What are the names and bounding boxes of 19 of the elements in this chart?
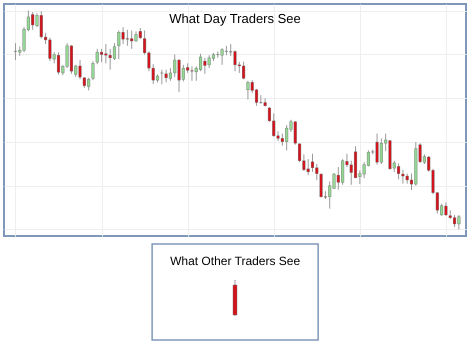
candlestick [294,120,297,146]
candlestick [112,42,116,61]
candlestick [40,10,43,40]
candlestick [457,214,460,230]
candlestick [78,60,82,80]
candlestick [233,50,237,72]
candlestick [173,54,176,78]
candlestick [444,202,448,216]
candlestick [134,30,138,42]
candlestick [117,30,120,60]
candlestick [160,69,164,85]
candlestick [310,153,314,172]
candlestick [56,52,60,75]
chart-title: What Day Traders See [169,11,301,26]
candlestick [164,69,168,83]
candlestick [96,48,99,65]
text: What Other Traders See [170,254,300,268]
candlestick [91,60,94,81]
candlestick [138,28,142,40]
